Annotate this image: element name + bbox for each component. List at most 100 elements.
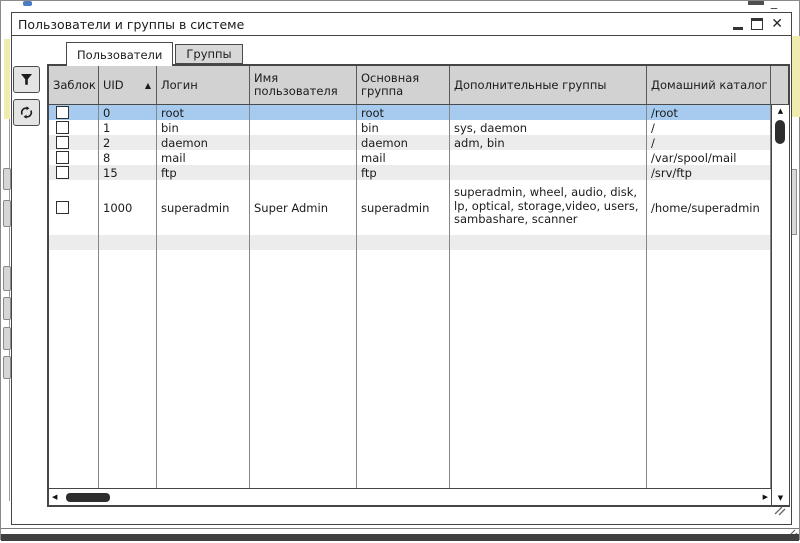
refresh-button[interactable] [13, 99, 40, 126]
cell-name: Super Admin [250, 180, 357, 235]
background-window-icon [23, 1, 32, 6]
cell-locked [49, 150, 99, 165]
background-vertical-tab [3, 168, 11, 190]
cell-name [250, 150, 357, 165]
background-vertical-tab [3, 297, 11, 320]
filter-button[interactable] [13, 66, 40, 93]
background-window-bottom-edge [1, 528, 799, 529]
background-vertical-tab [3, 266, 11, 291]
cell-primary-group: mail [357, 150, 450, 165]
resize-grip[interactable] [771, 502, 787, 521]
scroll-down-icon[interactable]: ▼ [777, 494, 784, 502]
window-title: Пользователи и группы в системе [18, 16, 245, 32]
background-vertical-tab [3, 200, 11, 227]
empty-cell [157, 250, 250, 488]
cell-login: ftp [157, 165, 250, 180]
locked-checkbox[interactable] [56, 136, 69, 149]
column-header-label: Логин [161, 77, 198, 92]
tab-bar: Пользователи Группы [66, 42, 243, 66]
tab-users[interactable]: Пользователи [66, 42, 174, 66]
cell-home-dir: / [647, 120, 771, 135]
column-header[interactable]: Дополнительные группы [450, 66, 647, 104]
empty-cell [357, 235, 450, 250]
column-header-label: UID [103, 77, 124, 92]
locked-checkbox[interactable] [56, 201, 69, 214]
vertical-scrollbar[interactable]: ▲ ▼ [771, 105, 789, 505]
horizontal-scrollbar[interactable]: ◀ ▶ [49, 488, 771, 505]
cell-home-dir: /var/spool/mail [647, 150, 771, 165]
column-header[interactable]: Логин [157, 66, 250, 104]
locked-checkbox[interactable] [56, 166, 69, 179]
cell-primary-group: ftp [357, 165, 450, 180]
filter-icon [21, 74, 32, 85]
close-button[interactable]: ✕ [771, 16, 783, 32]
cell-home-dir: /srv/ftp [647, 165, 771, 180]
window-controls: ✕ [733, 13, 783, 35]
tab-groups[interactable]: Группы [175, 44, 243, 64]
cell-home-dir: /home/superadmin [647, 180, 771, 235]
table-row[interactable]: 1000 superadmin Super Admin superadmin super… [49, 180, 771, 235]
minimize-button[interactable] [733, 27, 744, 30]
scroll-left-icon[interactable]: ◀ [52, 492, 58, 501]
background-accent-strip-right [791, 36, 800, 117]
column-header-label: Домашний каталог [651, 77, 768, 92]
background-accent-strip-left [4, 39, 10, 119]
cell-login: daemon [157, 135, 250, 150]
column-header-label: Заблок [53, 77, 96, 92]
sort-ascending-icon: ▲ [144, 80, 151, 90]
table-columns-area: 0 root root/root 1 bin bin sys, daemon/2 daemon… [49, 105, 771, 505]
table-rows: 0 root root/root 1 bin bin sys, daemon/2 daemon… [49, 105, 771, 488]
empty-cell [250, 235, 357, 250]
vertical-scroll-track[interactable] [772, 118, 789, 492]
cell-login: superadmin [157, 180, 250, 235]
cell-uid: 15 [99, 165, 157, 180]
column-header[interactable]: Основная группа [357, 66, 450, 104]
cell-primary-group: superadmin [357, 180, 450, 235]
cell-locked [49, 165, 99, 180]
cell-primary-group: root [357, 105, 450, 120]
column-header[interactable]: UID ▲ [99, 66, 157, 104]
locked-checkbox[interactable] [56, 151, 69, 164]
cell-extra-groups: sys, daemon [450, 120, 647, 135]
column-header[interactable]: Домашний каталог [647, 66, 771, 104]
empty-cell [450, 235, 647, 250]
column-header-label: Дополнительные группы [454, 77, 607, 92]
locked-checkbox[interactable] [56, 106, 69, 119]
background-close-icon [767, 1, 781, 9]
cell-primary-group: daemon [357, 135, 450, 150]
background-vertical-tab [3, 356, 11, 379]
cell-uid: 1 [99, 120, 157, 135]
empty-cell [49, 235, 99, 250]
empty-cell [99, 250, 157, 488]
cell-name [250, 120, 357, 135]
table-row[interactable]: 0 root root/root [49, 105, 771, 120]
cell-uid: 8 [99, 150, 157, 165]
titlebar[interactable]: Пользователи и группы в системе ✕ [12, 13, 791, 36]
maximize-button[interactable] [751, 18, 764, 30]
column-header[interactable]: Имя пользователя [250, 66, 357, 104]
taskbar-strip [1, 534, 799, 541]
scroll-up-icon[interactable]: ▲ [777, 107, 784, 115]
cell-login: mail [157, 150, 250, 165]
column-header-label: Основная группа [361, 71, 420, 98]
tab-users-label: Пользователи [77, 47, 163, 62]
table-row[interactable]: 15 ftp ftp/srv/ftp [49, 165, 771, 180]
cell-locked [49, 135, 99, 150]
cell-login: root [157, 105, 250, 120]
vertical-scrollbar-thumb[interactable] [775, 120, 785, 144]
cell-login: bin [157, 120, 250, 135]
cell-uid: 2 [99, 135, 157, 150]
table-row[interactable]: 2 daemon daemon adm, bin / [49, 135, 771, 150]
empty-cell [647, 250, 771, 488]
horizontal-scrollbar-thumb[interactable] [66, 492, 111, 502]
table-row[interactable]: 8 mail mail/var/spool/mail [49, 150, 771, 165]
empty-cell [250, 250, 357, 488]
locked-checkbox[interactable] [56, 121, 69, 134]
cell-primary-group: bin [357, 120, 450, 135]
scroll-right-icon[interactable]: ▶ [762, 492, 768, 501]
table-row[interactable]: 1 bin bin sys, daemon / [49, 120, 771, 135]
empty-row [49, 235, 771, 250]
cell-uid: 1000 [99, 180, 157, 235]
column-header[interactable]: Заблок [49, 66, 99, 104]
